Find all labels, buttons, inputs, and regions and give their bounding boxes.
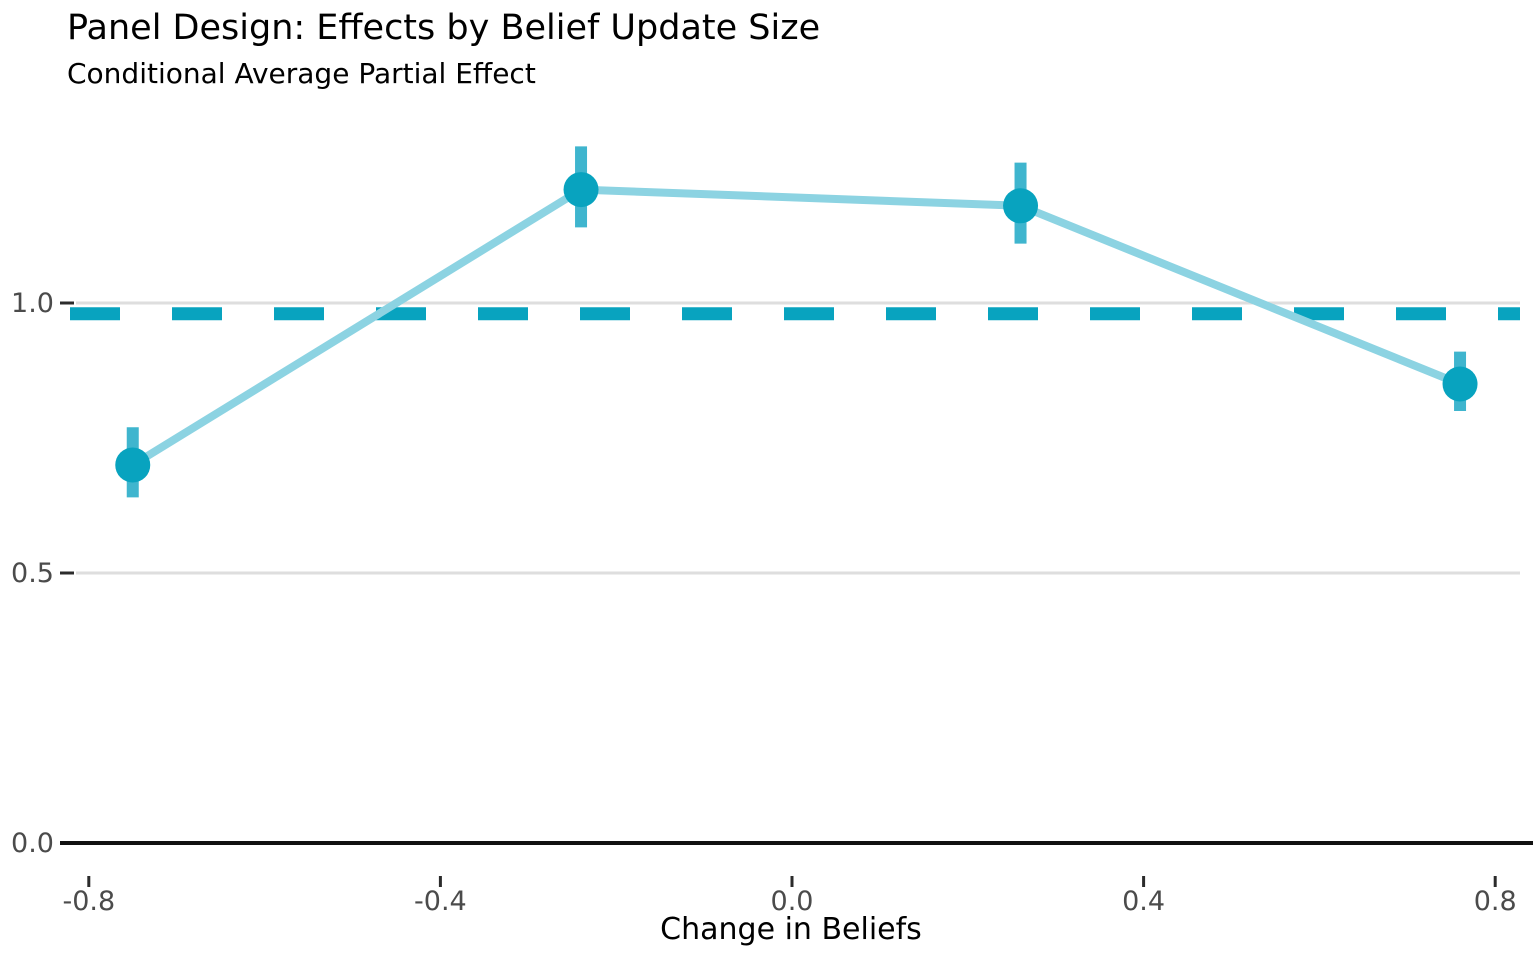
data-point: [563, 172, 599, 208]
chart-subtitle: Conditional Average Partial Effect: [67, 57, 536, 90]
x-tick-label: -0.8: [62, 886, 115, 917]
y-tick-label: 0.0: [11, 828, 54, 859]
data-point: [1442, 366, 1478, 402]
x-tick-label: 0.4: [1122, 886, 1165, 917]
x-tick-label: 0.0: [771, 886, 814, 917]
data-point: [1003, 188, 1039, 224]
y-tick-label: 0.5: [11, 558, 54, 589]
data-point: [115, 447, 151, 483]
x-axis-title: Change in Beliefs: [660, 912, 922, 947]
chart-title: Panel Design: Effects by Belief Update S…: [67, 8, 821, 48]
x-tick-label: -0.4: [414, 886, 467, 917]
x-tick-label: 0.8: [1474, 886, 1517, 917]
series-line: [130, 185, 1462, 469]
y-tick-label: 1.0: [11, 288, 54, 319]
